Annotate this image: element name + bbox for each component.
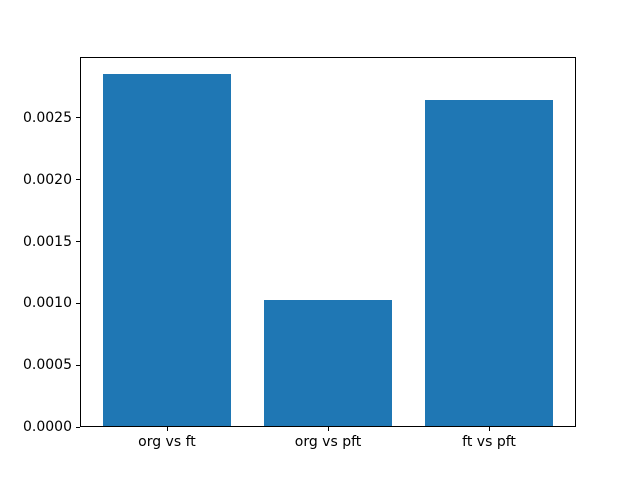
y-axis-label-0.0000: 0.0000 [23,419,72,435]
bar-ft-vs-pft [424,99,554,426]
x-axis-label-ft-vs-pft: ft vs pft [462,434,516,450]
x-axis-label-org-vs-ft: org vs ft [138,434,196,450]
bar-org-vs-pft [263,299,393,426]
x-axis-tick-ft-vs-pft [489,427,491,431]
y-axis-label-0.0015: 0.0015 [23,233,72,250]
y-axis-tick-0.0000 [76,426,80,428]
x-axis-tick-org-vs-pft [328,427,329,431]
y-axis-tick-0.0020 [76,179,80,181]
bar-org-vs-ft [102,73,232,426]
y-axis-label-0.0010: 0.0010 [23,295,72,312]
y-axis-tick-0.0005 [76,364,80,366]
y-axis-tick-0.0015 [76,241,80,242]
y-axis-tick-0.0025 [76,117,80,119]
y-axis-label-0.0025: 0.0025 [23,109,72,126]
x-axis-tick-org-vs-ft [166,427,168,431]
x-axis-label-org-vs-pft: org vs pft [294,434,362,450]
y-axis-label-0.0020: 0.0020 [23,171,72,188]
plot-area [80,57,576,427]
y-axis-label-0.0005: 0.0005 [23,357,72,374]
y-axis-tick-0.0010 [76,302,80,304]
